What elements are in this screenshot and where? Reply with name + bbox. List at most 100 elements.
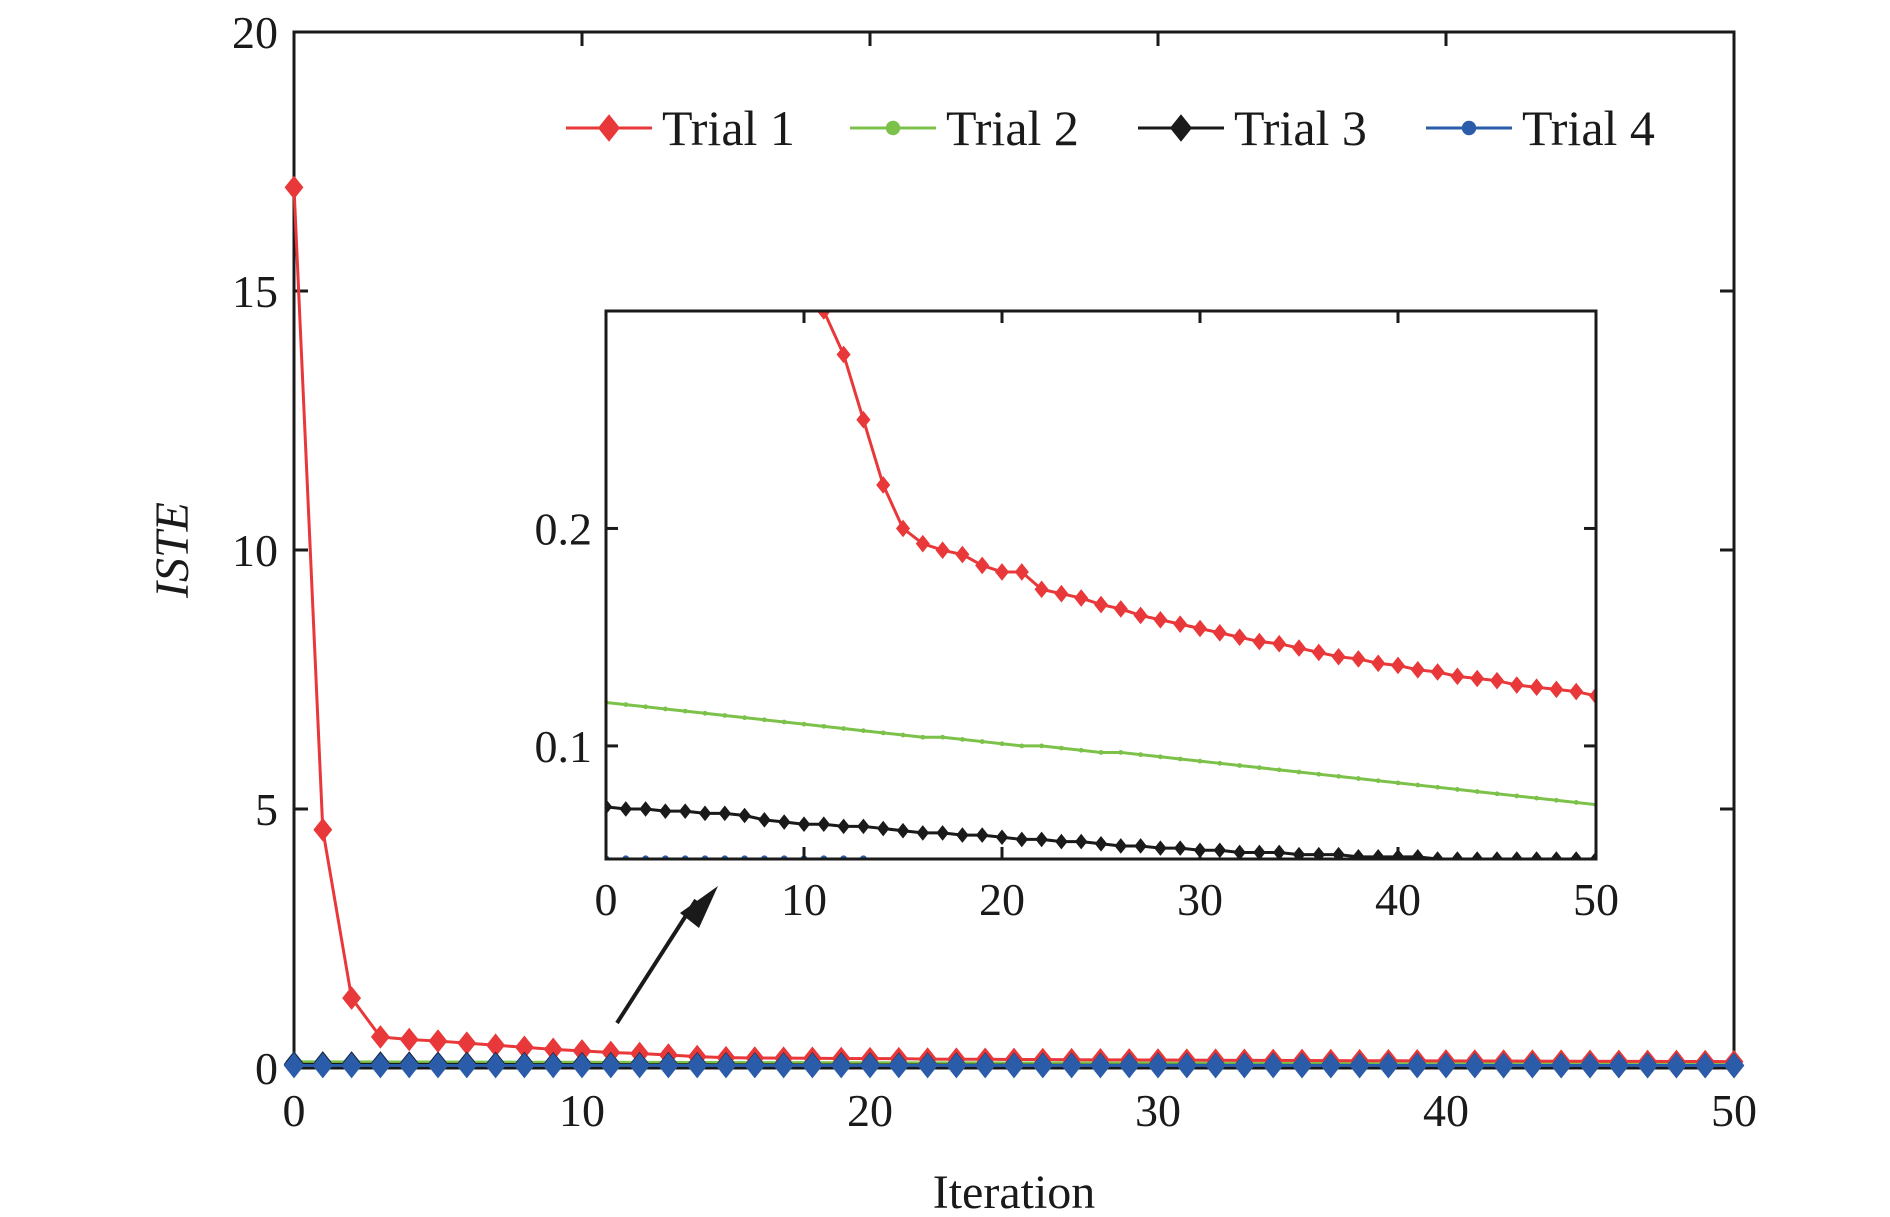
data-point-trial-1 xyxy=(313,817,333,842)
inset-point-trial-1 xyxy=(1331,647,1346,666)
inset-point-trial-3 xyxy=(857,818,870,835)
inset-point-trial-3 xyxy=(817,816,831,833)
inset-point-trial-2 xyxy=(682,708,688,714)
inset-point-trial-1 xyxy=(856,410,871,429)
y-tick-label: 5 xyxy=(255,784,278,835)
legend-marker-trial-3 xyxy=(1169,114,1193,142)
inset-point-trial-2 xyxy=(1296,769,1302,775)
x-tick-label: 50 xyxy=(1711,1085,1757,1136)
data-point-trial-4 xyxy=(658,1052,679,1079)
data-point-trial-4 xyxy=(1694,1052,1716,1079)
inset-point-trial-1 xyxy=(994,563,1010,581)
inset-point-trial-3 xyxy=(1253,844,1266,859)
inset-point-trial-3 xyxy=(698,805,712,822)
data-point-trial-4 xyxy=(398,1052,420,1079)
inset-point-trial-1 xyxy=(1173,615,1188,633)
legend: Trial 1 Trial 2 Trial 3 Trial 4 xyxy=(566,100,1655,156)
inset-point-trial-3 xyxy=(678,803,692,819)
legend-label-trial-2: Trial 2 xyxy=(946,100,1079,156)
inset-point-trial-1 xyxy=(1371,654,1386,673)
data-point-trial-4 xyxy=(629,1052,650,1079)
data-point-trial-4 xyxy=(715,1052,737,1079)
data-point-trial-4 xyxy=(1003,1052,1025,1079)
data-point-trial-4 xyxy=(1723,1052,1745,1079)
inset-point-trial-1 xyxy=(836,345,851,364)
inset-point-trial-3 xyxy=(1312,846,1326,859)
inset-point-trial-3 xyxy=(659,803,672,819)
inset-point-trial-3 xyxy=(1035,831,1048,848)
data-point-trial-4 xyxy=(830,1052,852,1079)
x-tick-label: 10 xyxy=(559,1085,605,1136)
inset-point-trial-2 xyxy=(1237,763,1242,768)
inset-point-trial-3 xyxy=(956,827,969,843)
inset-background xyxy=(606,311,1596,859)
y-tick-label: 0 xyxy=(255,1043,278,1094)
inset-x-tick-label: 20 xyxy=(979,874,1025,925)
data-point-trial-4 xyxy=(1176,1052,1198,1079)
data-point-trial-4 xyxy=(370,1052,391,1079)
inset-point-trial-2 xyxy=(999,741,1005,747)
data-point-trial-4 xyxy=(1550,1052,1572,1079)
inset-point-trial-1 xyxy=(895,519,911,538)
inset-point-trial-2 xyxy=(742,715,747,721)
inset-point-trial-2 xyxy=(702,710,708,716)
inset-point-trial-3 xyxy=(1470,851,1484,859)
inset-point-trial-2 xyxy=(1316,771,1322,777)
inset-point-trial-1 xyxy=(1291,639,1307,657)
inset-point-trial-3 xyxy=(1550,851,1563,859)
legend-label-trial-4: Trial 4 xyxy=(1522,100,1655,156)
inset-x-tick-label: 50 xyxy=(1573,874,1619,925)
data-point-trial-4 xyxy=(1608,1052,1630,1079)
inset-point-trial-1 xyxy=(1351,650,1366,668)
main-series-layer xyxy=(283,175,1745,1079)
inset-point-trial-1 xyxy=(1034,580,1049,599)
inset-point-trial-1 xyxy=(816,311,831,320)
inset-point-trial-3 xyxy=(1332,846,1345,859)
inset-point-trial-2 xyxy=(1138,752,1143,758)
inset-point-trial-2 xyxy=(1435,784,1440,790)
inset-point-trial-2 xyxy=(1177,756,1183,762)
data-point-trial-4 xyxy=(1061,1052,1082,1079)
data-point-trial-4 xyxy=(427,1052,449,1079)
data-point-trial-4 xyxy=(1205,1052,1226,1079)
inset-point-trial-2 xyxy=(1197,758,1203,764)
inset-point-trial-2 xyxy=(1336,773,1341,779)
inset-point-trial-1 xyxy=(1272,634,1287,653)
inset-point-trial-2 xyxy=(781,719,787,725)
inset-point-trial-3 xyxy=(975,827,989,843)
inset-point-trial-3 xyxy=(936,825,949,841)
inset-point-trial-1 xyxy=(1133,606,1148,625)
data-point-trial-4 xyxy=(514,1052,535,1079)
data-point-trial-4 xyxy=(1234,1052,1255,1079)
inset-point-trial-3 xyxy=(1530,851,1543,859)
inset-point-trial-1 xyxy=(1549,680,1564,699)
inset-point-trial-2 xyxy=(762,717,767,723)
data-point-trial-4 xyxy=(888,1052,910,1079)
inset-point-trial-1 xyxy=(1192,619,1208,638)
inset-point-trial-2 xyxy=(801,721,807,727)
inset-x-tick-label: 10 xyxy=(781,874,827,925)
inset-point-trial-3 xyxy=(718,805,732,822)
inset-point-trial-3 xyxy=(619,801,633,817)
inset-clipped-group xyxy=(606,311,1596,859)
data-point-trial-4 xyxy=(974,1052,996,1079)
inset-point-trial-3 xyxy=(1055,833,1068,850)
inset-point-trial-2 xyxy=(841,726,846,731)
inset-point-trial-1 xyxy=(876,476,891,494)
inset-y-tick-label: 0.2 xyxy=(535,503,593,554)
zoom-arrow xyxy=(615,886,718,1025)
inset-point-trial-2 xyxy=(960,736,965,742)
inset-point-trial-2 xyxy=(1554,797,1559,803)
inset-point-trial-2 xyxy=(1455,787,1460,792)
inset-point-trial-2 xyxy=(623,702,629,708)
inset-point-trial-1 xyxy=(1113,600,1128,618)
inset-point-trial-2 xyxy=(1039,743,1044,749)
data-point-trial-4 xyxy=(312,1052,334,1079)
data-point-trial-4 xyxy=(859,1052,881,1079)
inset-point-trial-2 xyxy=(1514,793,1520,799)
data-point-trial-4 xyxy=(1349,1052,1370,1079)
inset-point-trial-2 xyxy=(1415,782,1421,788)
inset-point-trial-3 xyxy=(1233,844,1246,859)
inset-point-trial-1 xyxy=(1529,678,1544,697)
